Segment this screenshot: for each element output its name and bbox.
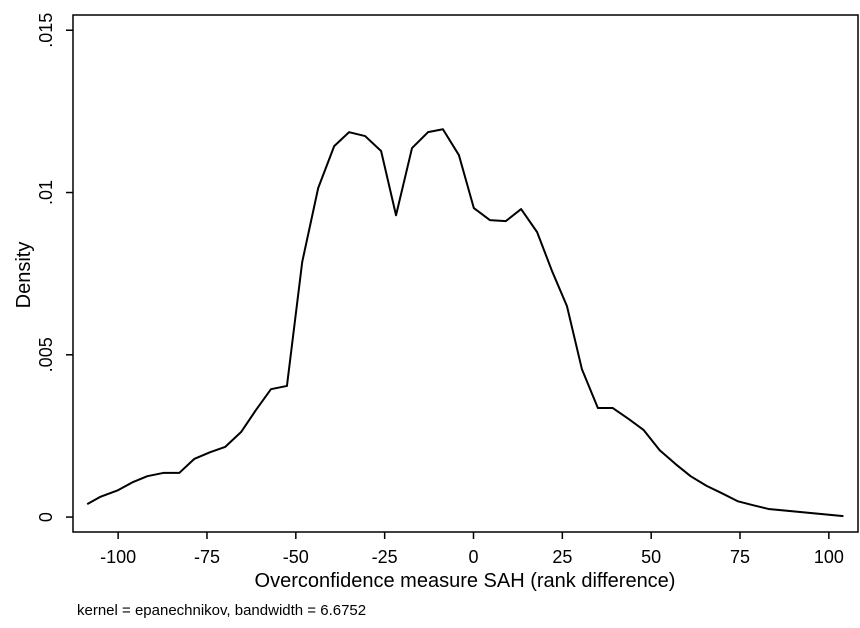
x-tick-label: -25	[372, 547, 398, 567]
y-tick-label: 0	[36, 512, 56, 522]
x-tick-label: 50	[641, 547, 661, 567]
y-axis-title: Density	[13, 242, 35, 309]
y-tick-label: .01	[36, 180, 56, 205]
plot-frame	[72, 14, 859, 533]
x-tick-label: -50	[283, 547, 309, 567]
x-tick-label: 25	[552, 547, 572, 567]
y-tick-label: .005	[36, 337, 56, 372]
density-line	[86, 128, 844, 518]
x-tick-label: -75	[194, 547, 220, 567]
x-tick-label: 0	[468, 547, 478, 567]
x-axis-title: Overconfidence measure SAH (rank differe…	[255, 570, 676, 592]
y-tick-label: .015	[36, 13, 56, 48]
x-tick-label: 75	[730, 547, 750, 567]
x-tick-label: 100	[814, 547, 844, 567]
x-tick-label: -100	[100, 547, 136, 567]
note: kernel = epanechnikov, bandwidth = 6.675…	[77, 602, 366, 619]
